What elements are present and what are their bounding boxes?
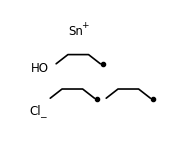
Text: Sn: Sn [68,25,83,38]
Text: Cl: Cl [30,105,41,118]
Text: −: − [39,112,46,121]
Text: HO: HO [31,62,49,75]
Text: +: + [82,21,89,30]
